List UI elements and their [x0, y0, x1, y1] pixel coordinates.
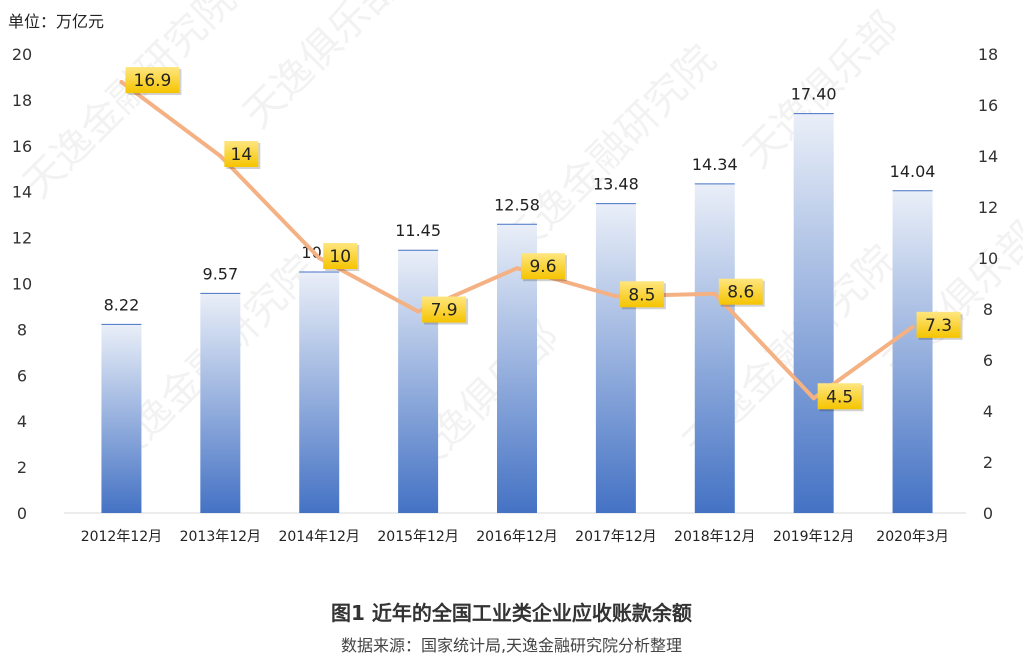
right-axis: 0 2 4 6 8 10 12 14 16 18 [978, 45, 998, 523]
figure-caption-title: 图1 近年的全国工业类企业应收账款余额 [331, 601, 692, 625]
right-axis-tick-label: 10 [978, 249, 998, 268]
line-point [811, 396, 816, 401]
line-point [317, 256, 322, 260]
line-point [515, 266, 519, 271]
line-data-label-box [619, 281, 664, 308]
line-data-label-text: 7.9 [431, 301, 458, 321]
bar-data-label: 14.34 [692, 155, 738, 174]
bar [595, 203, 636, 513]
x-axis-tick-label: 2015年12月 [377, 529, 458, 545]
watermark-text: 天逸俱乐部 [235, 0, 409, 137]
line-data-label-box [125, 67, 180, 94]
line-data-label: 7.9 [422, 296, 469, 325]
right-axis-tick-label: 0 [983, 504, 993, 523]
left-axis-tick-label: 4 [17, 412, 27, 431]
line-point [712, 291, 717, 296]
bar-data-label: 12.58 [494, 195, 540, 214]
bar-series: 8.229.5710.511.4512.5813.4814.3417.4014.… [101, 85, 936, 514]
x-axis-tick-label: 2020年3月 [876, 529, 949, 545]
line-data-label: 8.5 [619, 281, 666, 310]
bar-data-label: 13.48 [593, 175, 639, 194]
line-point [119, 80, 124, 85]
line-data-label: 9.6 [521, 253, 567, 282]
x-axis-tick-label: 2019年12月 [773, 529, 854, 545]
line-data-label-box [718, 278, 763, 305]
right-axis-tick-label: 12 [978, 198, 998, 217]
x-axis-tick-label: 2012年12月 [81, 529, 162, 545]
line-data-label-text: 8.5 [628, 285, 655, 305]
x-axis-tick-label: 2013年12月 [180, 529, 261, 545]
left-axis-tick-label: 18 [12, 91, 32, 110]
line-data-label: 16.9 [125, 67, 182, 96]
left-axis-tick-label: 8 [17, 320, 27, 339]
left-axis-tick-label: 16 [12, 137, 32, 156]
line-data-label: 14 [224, 141, 261, 169]
bar [101, 324, 142, 513]
right-axis-tick-label: 6 [983, 351, 993, 370]
bar-data-label: 8.22 [104, 295, 140, 314]
x-axis-tick-label: 2017年12月 [575, 529, 656, 545]
bar [694, 183, 735, 513]
left-axis-tick-label: 20 [12, 45, 32, 64]
line-data-label-text: 14 [231, 145, 253, 165]
line-point [613, 294, 618, 299]
x-axis-tick-label: 2016年12月 [476, 529, 557, 545]
line-data-label-text: 7.3 [925, 316, 952, 336]
bar-data-label: 14.04 [890, 162, 936, 181]
line-data-label-box [916, 311, 961, 338]
line-data-label-text: 10 [329, 247, 351, 267]
left-axis-tick-label: 2 [17, 458, 27, 477]
bar [299, 272, 340, 513]
left-axis-tick-label: 12 [12, 229, 32, 248]
right-axis-tick-label: 16 [978, 96, 998, 115]
left-axis-tick-label: 6 [17, 366, 27, 385]
line-data-label: 8.6 [718, 278, 765, 307]
bar-data-label: 11.45 [395, 221, 441, 240]
bar [892, 190, 933, 514]
bar [793, 113, 834, 514]
line-data-label-text: 4.5 [826, 387, 853, 407]
line-point [416, 309, 421, 314]
x-axis-tick-label: 2018年12月 [674, 529, 755, 545]
line-data-label-text: 16.9 [134, 71, 172, 91]
left-axis-tick-label: 0 [17, 504, 27, 523]
right-axis-tick-label: 18 [978, 45, 998, 64]
bar-data-label: 17.40 [791, 85, 837, 104]
line-data-label: 7.3 [916, 311, 963, 340]
line-data-label-box [224, 141, 259, 167]
watermark-text: 天逸金融研究院 [15, 0, 246, 207]
line-data-label-box [422, 296, 467, 323]
line-data-label-text: 8.6 [727, 283, 754, 303]
figure-caption-source: 数据来源：国家统计局,天逸金融研究院分析整理 [340, 636, 683, 655]
bar [200, 293, 241, 513]
right-axis-tick-label: 8 [983, 300, 993, 319]
line-point [218, 154, 223, 158]
right-axis-tick-label: 4 [983, 402, 993, 421]
line-data-label-text: 9.6 [529, 257, 556, 277]
line-data-label-box [521, 253, 565, 280]
line-data-label: 10 [323, 243, 360, 271]
line-data-label: 4.5 [817, 383, 864, 412]
left-axis-tick-label: 10 [12, 275, 32, 294]
x-axis: 2012年12月 2013年12月 2014年12月 2015年12月 2016年12月… [64, 512, 966, 545]
bar [398, 250, 439, 513]
chart: 单位：万亿元 天逸金融研究院天逸俱乐部天逸金融研究院天逸俱乐部天逸金融研究院天逸… [8, 0, 1023, 545]
left-axis-tick-label: 14 [12, 183, 32, 202]
line-series: 16.9 14 10 7.9 9.6 8.5 8.6 4.5 7.3 [119, 67, 963, 412]
line-data-label-box [817, 383, 862, 410]
x-axis-tick-label: 2014年12月 [278, 529, 359, 545]
unit-label: 单位：万亿元 [8, 12, 104, 31]
left-axis: 0 2 4 6 8 10 12 14 16 18 20 [12, 45, 32, 523]
right-axis-tick-label: 2 [983, 453, 993, 472]
right-axis-tick-label: 14 [978, 147, 998, 166]
line-data-label-box [323, 243, 358, 269]
bar-data-label: 9.57 [203, 264, 239, 283]
line-point [910, 324, 915, 329]
